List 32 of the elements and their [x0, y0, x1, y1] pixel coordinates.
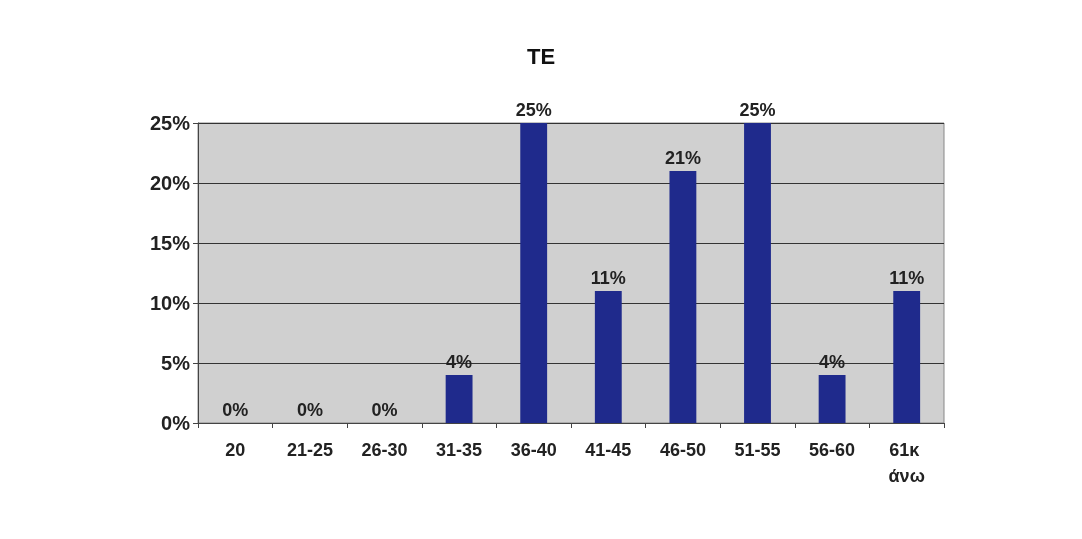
- chart-title: TE: [526, 43, 556, 69]
- data-label: 11%: [889, 268, 925, 288]
- x-tick-label: 20: [225, 440, 246, 460]
- x-tick-label: 31-35: [436, 440, 483, 460]
- data-label: 25%: [515, 100, 552, 120]
- data-label: 0%: [296, 400, 323, 420]
- data-label: 25%: [739, 100, 776, 120]
- data-label: 11%: [590, 268, 626, 288]
- y-tick-label: 10%: [149, 292, 191, 314]
- y-tick-label: 20%: [149, 172, 191, 194]
- data-label: 0%: [371, 400, 398, 420]
- y-tick-label: 25%: [149, 112, 191, 134]
- bar: [818, 375, 846, 423]
- bar: [594, 291, 622, 423]
- x-tick-label: 41-45: [585, 440, 632, 460]
- data-label: 21%: [664, 148, 701, 168]
- x-tick-label: 51-55: [734, 440, 781, 460]
- x-tick-label: 61κ άνω: [888, 440, 925, 486]
- data-label: 0%: [222, 400, 249, 420]
- x-tick-label: 21-25: [286, 440, 333, 460]
- x-tick-label: 56-60: [809, 440, 856, 460]
- y-tick-label: 15%: [149, 232, 191, 254]
- bar: [669, 171, 697, 423]
- y-tick-label: 5%: [161, 352, 191, 374]
- bar: [893, 291, 921, 423]
- bar: [744, 123, 771, 423]
- x-tick-label: 26-30: [361, 440, 408, 460]
- bar: [520, 123, 548, 423]
- bar: [445, 375, 473, 423]
- x-tick-label: 36-40: [510, 440, 557, 460]
- x-tick-label: 46-50: [659, 440, 706, 460]
- y-tick-label: 0%: [161, 412, 191, 434]
